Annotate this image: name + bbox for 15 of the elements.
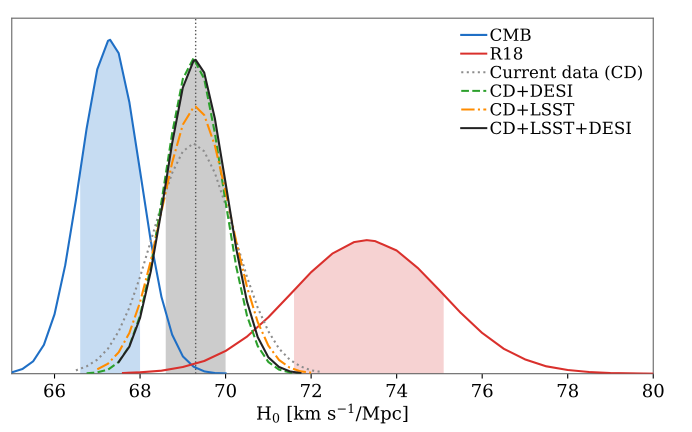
legend-label: R18 [490, 47, 522, 60]
x-tick-label: 76 [472, 384, 493, 398]
legend-label: CD+DESI [490, 84, 572, 97]
x-tick-label: 74 [386, 384, 408, 398]
x-tick-label: 70 [216, 384, 236, 398]
x-tick-label: 80 [642, 384, 664, 398]
x-axis-title: H$_{0}$ [km s$^{−1}$/Mpc] [257, 404, 408, 424]
x-tick-label: 78 [558, 384, 578, 398]
legend-label: Current data (CD) [490, 65, 642, 81]
x-tick-label: 72 [301, 384, 321, 398]
x-tick-label: 68 [130, 384, 150, 398]
legend-label: CD+LSST [490, 102, 574, 116]
legend-label: CMB [490, 28, 531, 42]
x-tick-label: 66 [44, 384, 65, 398]
legend-label: CD+LSST+DESI [490, 122, 631, 134]
